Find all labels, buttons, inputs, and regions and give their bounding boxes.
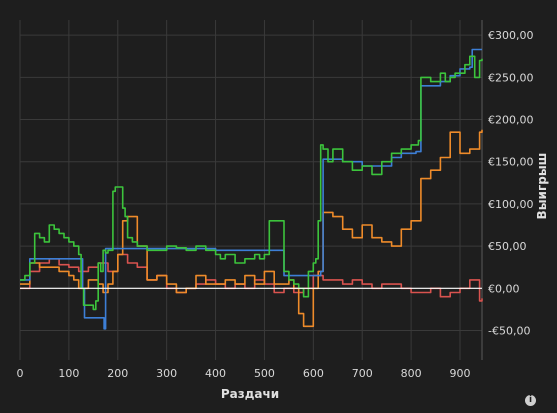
series-line — [20, 48, 482, 330]
y-axis-label: Выигрыш — [535, 153, 549, 220]
x-tick-label: 900 — [450, 367, 471, 380]
y-tick-label: -€50,00 — [488, 324, 530, 337]
y-tick-label: €150,00 — [488, 156, 534, 169]
y-tick-label: €100,00 — [488, 198, 534, 211]
x-tick-label: 0 — [17, 367, 24, 380]
series-line — [20, 253, 483, 302]
series-lines — [20, 48, 483, 330]
x-tick-label: 200 — [107, 367, 128, 380]
y-axis-ticks: -€50,00 €0,00 €50,00 €100,00 €150,00 €200,00 €… — [488, 29, 534, 337]
y-tick-label: €0,00 — [488, 282, 520, 295]
x-tick-label: 500 — [254, 367, 275, 380]
series-line — [20, 55, 483, 311]
x-axis-ticks: 0 100 200 300 400 500 600 700 800 900 — [17, 367, 471, 380]
x-tick-label: 700 — [352, 367, 373, 380]
x-tick-label: 300 — [156, 367, 177, 380]
y-tick-label: €200,00 — [488, 114, 534, 127]
x-tick-label: 400 — [205, 367, 226, 380]
series-line — [20, 129, 483, 328]
y-tick-label: €250,00 — [488, 71, 534, 84]
x-tick-label: 100 — [58, 367, 79, 380]
grid — [19, 20, 483, 360]
x-tick-label: 800 — [401, 367, 422, 380]
x-axis-label: Раздачи — [221, 387, 279, 401]
y-tick-label: €50,00 — [488, 240, 527, 253]
info-icon[interactable]: i — [525, 395, 536, 406]
y-tick-label: €300,00 — [488, 29, 534, 42]
x-tick-label: 600 — [303, 367, 324, 380]
